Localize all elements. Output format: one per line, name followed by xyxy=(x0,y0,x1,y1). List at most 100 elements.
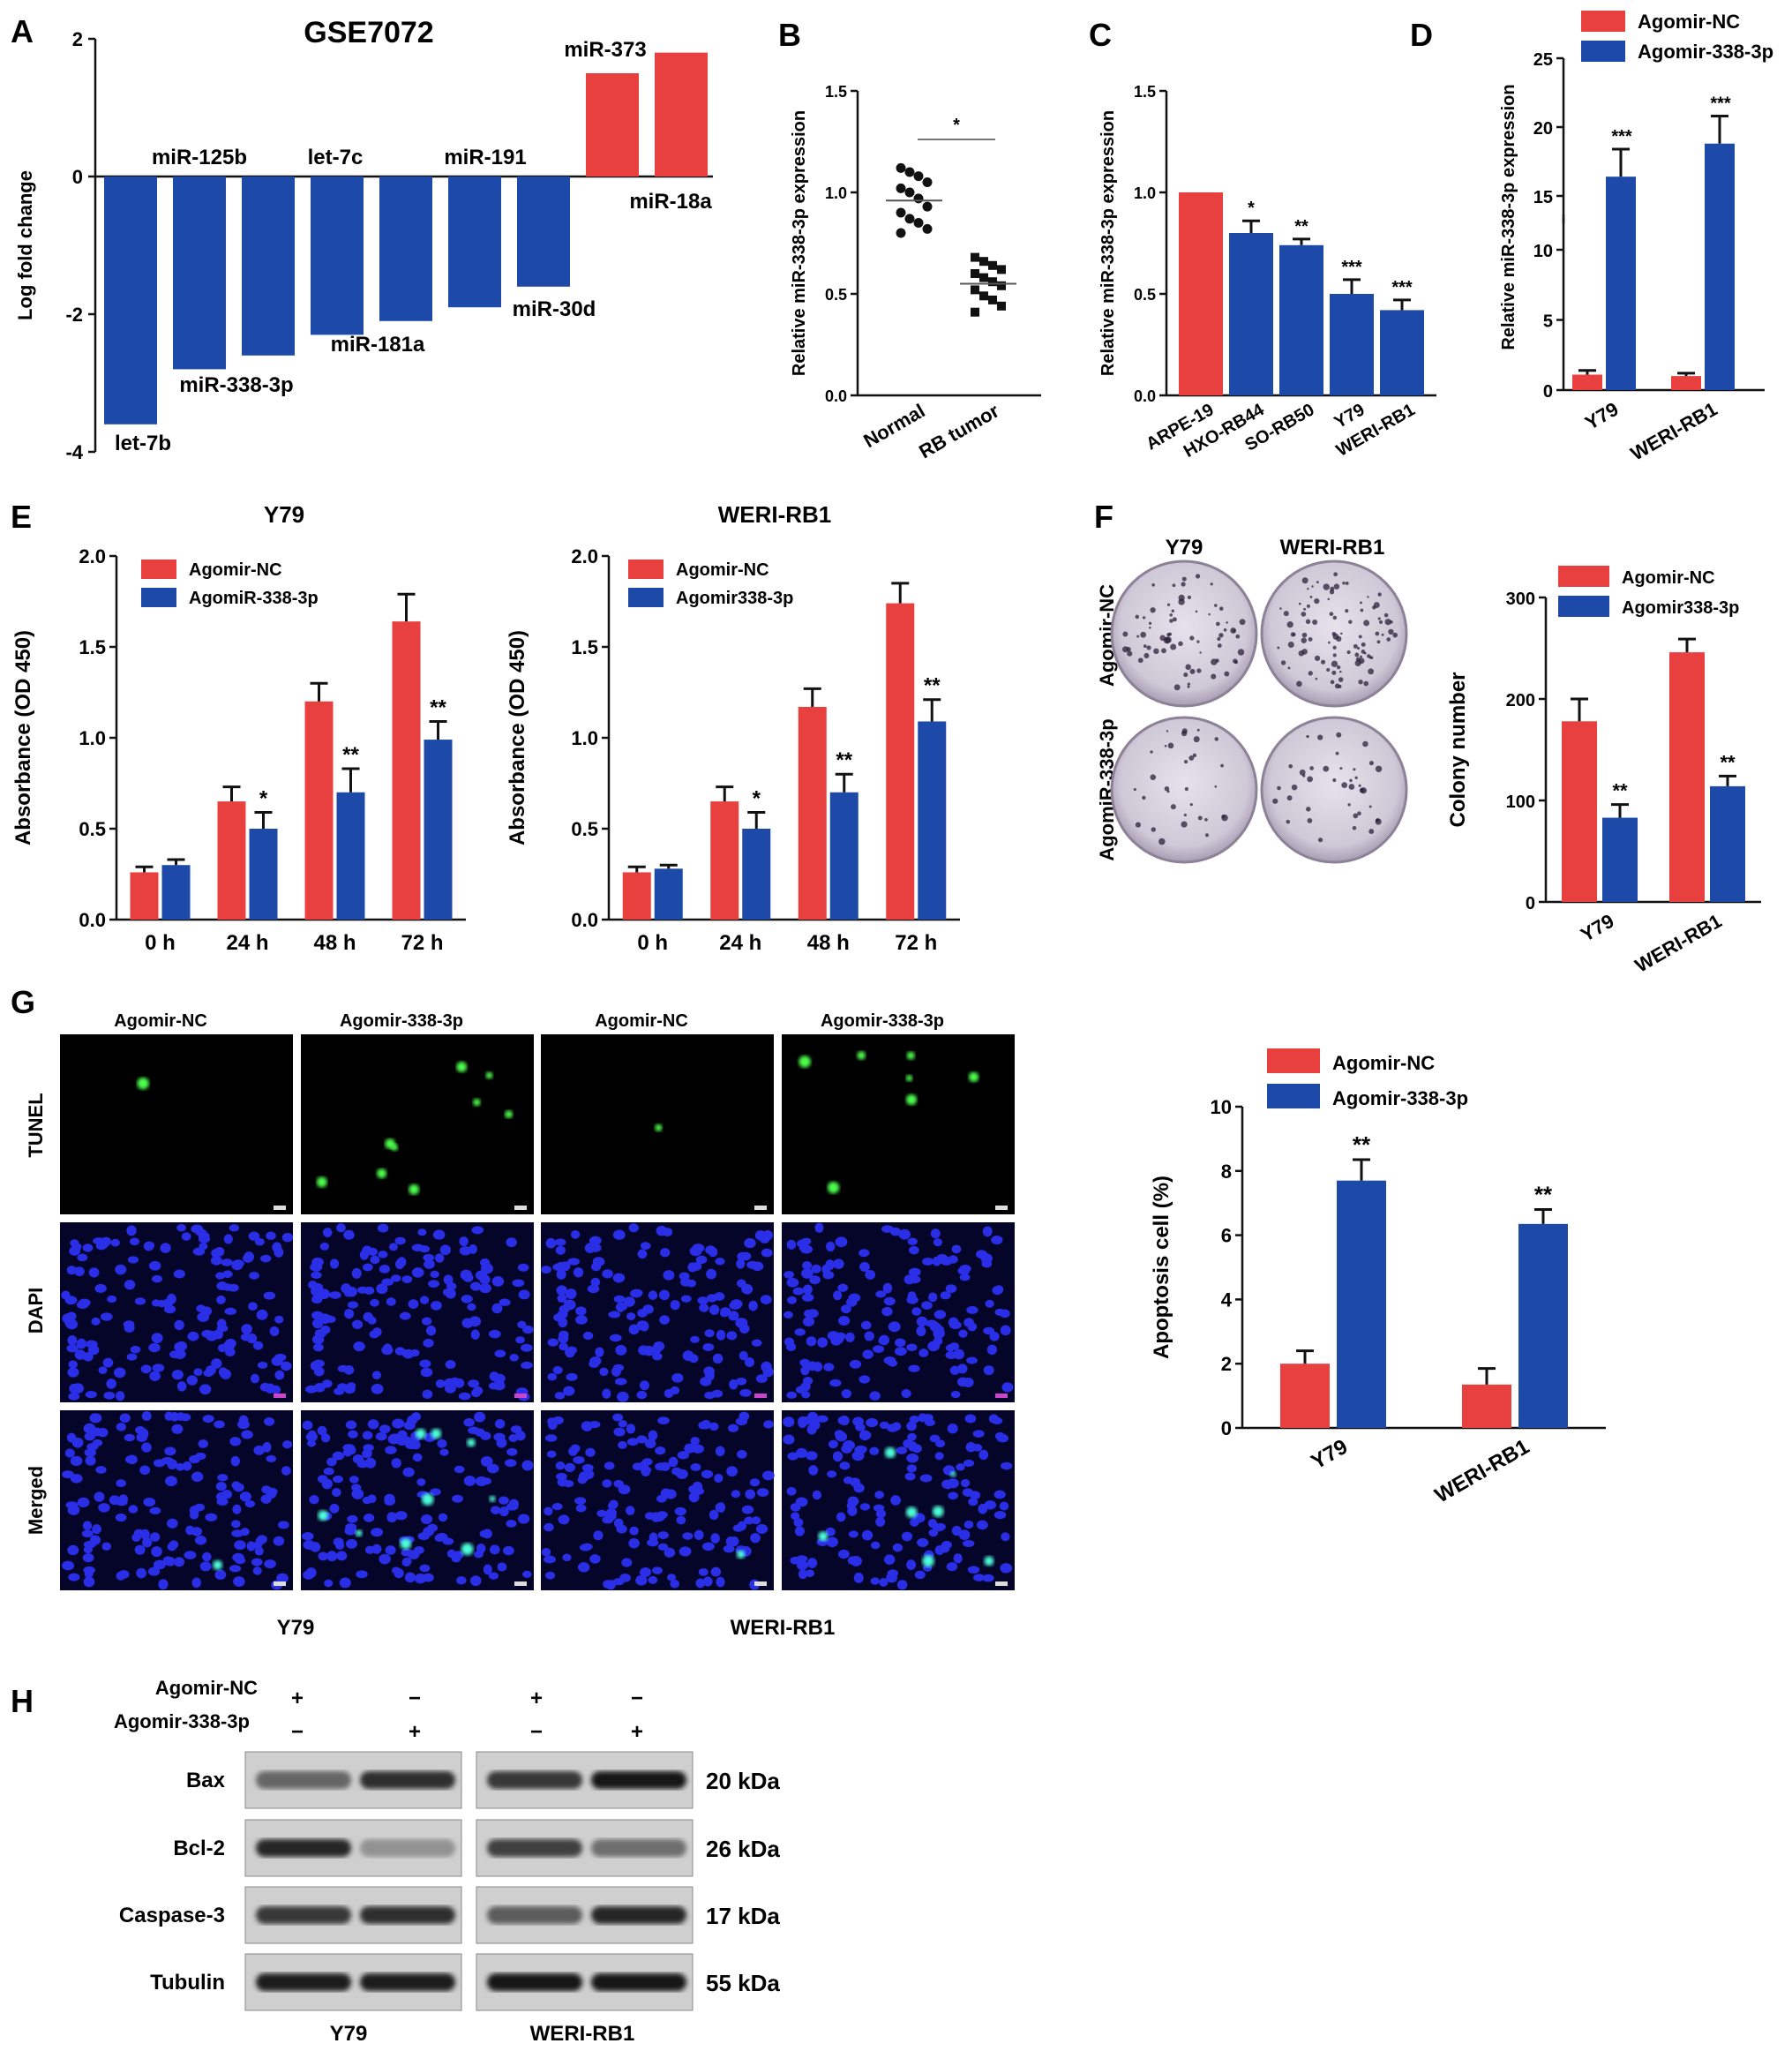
nucleus xyxy=(934,1544,945,1556)
colony-dot xyxy=(1217,643,1222,648)
nucleus xyxy=(568,1446,578,1456)
nucleus xyxy=(919,1474,933,1483)
nucleus xyxy=(141,1536,153,1548)
nucleus xyxy=(690,1444,700,1453)
nucleus xyxy=(573,1267,584,1278)
nucleus xyxy=(657,1416,670,1424)
nucleus xyxy=(626,1438,639,1446)
nucleus xyxy=(896,1580,908,1590)
nucleus xyxy=(869,1391,881,1401)
nucleus xyxy=(491,1506,501,1514)
nucleus xyxy=(198,1439,208,1448)
nucleus xyxy=(336,1551,348,1561)
chartE2-legend-swatch xyxy=(628,560,664,579)
chart-c-sig-label: *** xyxy=(1341,258,1362,277)
nucleus xyxy=(422,1573,434,1582)
chart-c-bar xyxy=(1179,192,1223,395)
colony-dot xyxy=(1127,650,1133,657)
nucleus xyxy=(821,1264,831,1274)
nucleus xyxy=(157,1299,167,1308)
nucleus xyxy=(302,1420,313,1431)
nucleus xyxy=(960,1478,971,1488)
nucleus xyxy=(563,1386,575,1396)
nucleus xyxy=(953,1553,963,1564)
nucleus xyxy=(817,1337,829,1348)
nucleus xyxy=(385,1446,397,1454)
nucleus xyxy=(723,1544,735,1553)
nucleus xyxy=(318,1551,328,1561)
nucleus xyxy=(959,1267,970,1275)
wb-band xyxy=(256,1771,351,1789)
nucleus xyxy=(890,1495,901,1506)
colony-dot xyxy=(1286,795,1293,801)
nucleus xyxy=(695,1255,708,1265)
nucleus xyxy=(437,1439,447,1448)
chartF-bar xyxy=(1562,721,1597,902)
nucleus xyxy=(660,1488,671,1499)
chart-b-point-tumor xyxy=(979,273,988,282)
nucleus xyxy=(419,1296,430,1304)
nucleus xyxy=(840,1304,851,1314)
panel-letter-f: F xyxy=(1094,499,1113,535)
nucleus xyxy=(552,1263,564,1271)
nucleus xyxy=(271,1356,283,1366)
nucleus xyxy=(454,1465,465,1474)
nucleus xyxy=(419,1245,431,1253)
wb-band xyxy=(591,1771,686,1789)
wb-size-label: 55 kDa xyxy=(706,1970,780,1996)
chart-b-point-normal xyxy=(904,167,915,177)
nucleus xyxy=(149,1506,161,1514)
chartE2-y-tick-label: 0.0 xyxy=(571,909,598,931)
nucleus xyxy=(554,1392,566,1400)
nucleus xyxy=(281,1466,291,1476)
nucleus xyxy=(677,1451,690,1460)
nucleus xyxy=(430,1270,439,1279)
nucleus xyxy=(83,1566,95,1574)
colony-dot xyxy=(1331,631,1337,636)
chartE1-legend-swatch xyxy=(141,588,176,607)
nucleus xyxy=(74,1266,85,1277)
nucleus xyxy=(909,1415,920,1424)
nucleus xyxy=(951,1525,962,1536)
colony-dot xyxy=(1210,582,1213,586)
nucleus xyxy=(744,1356,755,1367)
nucleus xyxy=(319,1242,330,1251)
colony-dot xyxy=(1277,646,1280,650)
nucleus xyxy=(604,1511,617,1521)
nucleus xyxy=(216,1325,229,1333)
nucleus xyxy=(799,1243,812,1252)
nucleus xyxy=(644,1439,656,1449)
colony-dot xyxy=(1368,656,1372,659)
nucleus xyxy=(737,1521,747,1531)
colony-dot xyxy=(1166,730,1169,732)
colony-dot xyxy=(1166,790,1170,793)
nucleus xyxy=(802,1317,815,1327)
colony-dot xyxy=(1150,607,1156,613)
plate-col-label-weri: WERI-RB1 xyxy=(1280,536,1385,560)
nucleus xyxy=(793,1518,804,1528)
nucleus xyxy=(174,1319,184,1331)
colony-dot xyxy=(1169,619,1173,623)
nucleus xyxy=(612,1273,626,1283)
nucleus xyxy=(454,1378,465,1388)
nucleus xyxy=(356,1570,368,1579)
nucleus xyxy=(248,1231,260,1241)
chart-d-y-tick-label: 5 xyxy=(1543,312,1553,332)
nucleus xyxy=(205,1513,218,1521)
nucleus xyxy=(310,1262,323,1272)
nucleus xyxy=(590,1277,601,1287)
nucleus xyxy=(929,1434,941,1443)
nucleus xyxy=(334,1387,345,1395)
nucleus xyxy=(202,1415,214,1424)
nucleus xyxy=(443,1274,454,1285)
nucleus xyxy=(988,1414,999,1424)
colony-dot xyxy=(1307,588,1309,590)
nucleus xyxy=(167,1459,178,1470)
chartE1-legend-label: AgomiR-338-3p xyxy=(189,589,319,608)
colony-dot xyxy=(1390,620,1393,624)
nucleus xyxy=(674,1506,686,1516)
nucleus xyxy=(522,1570,532,1578)
nucleus xyxy=(670,1386,680,1395)
chart-b-point-tumor xyxy=(988,295,997,304)
nucleus xyxy=(274,1370,285,1380)
